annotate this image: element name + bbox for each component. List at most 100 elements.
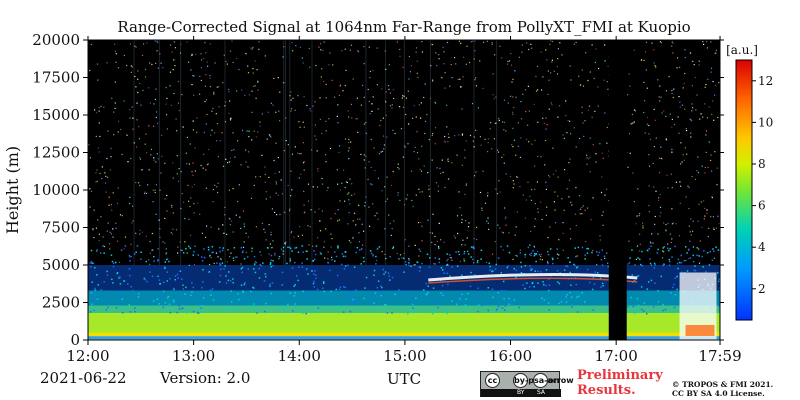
noise-speck — [584, 209, 586, 211]
bl-speck — [543, 283, 545, 286]
noise-speck — [458, 253, 460, 256]
noise-speck — [412, 205, 414, 208]
noise-speck — [604, 44, 606, 46]
bl-speck — [272, 264, 274, 267]
noise-speck — [264, 181, 266, 183]
colorbar-tick-label: 2 — [758, 282, 766, 296]
noise-speck — [232, 231, 234, 233]
noise-speck — [348, 158, 350, 160]
bl-speck — [540, 271, 542, 273]
noise-speck — [172, 228, 174, 230]
noise-speck — [414, 264, 416, 266]
noise-speck — [245, 161, 247, 163]
noise-speck — [176, 173, 178, 175]
bl-speck — [584, 258, 586, 260]
noise-speck — [464, 157, 466, 159]
noise-speck — [280, 248, 282, 250]
bl-speck — [382, 305, 384, 308]
noise-speck — [269, 135, 271, 137]
noise-speck — [89, 188, 91, 190]
bl-speck — [185, 310, 188, 313]
noise-speck — [594, 61, 596, 64]
noise-speck — [327, 258, 329, 260]
x-axis: 12:00 13:00 14:00 15:00 16:00 17:00 17:59 — [66, 36, 742, 365]
bl-speck — [637, 257, 639, 259]
noise-speck — [604, 194, 606, 196]
bl-speck — [489, 269, 491, 271]
noise-speck — [654, 64, 656, 67]
bl-speck — [513, 299, 516, 301]
noise-speck — [447, 141, 449, 143]
bl-speck — [520, 266, 523, 268]
bl-speck — [353, 301, 355, 304]
noise-speck — [318, 46, 320, 48]
bl-speck — [576, 311, 579, 313]
noise-speck — [562, 249, 564, 251]
bl-speck — [365, 276, 368, 279]
noise-speck — [592, 197, 594, 199]
noise-speck — [236, 90, 238, 92]
noise-speck — [219, 140, 221, 142]
noise-speck — [214, 132, 216, 134]
bl-speck — [294, 284, 296, 286]
noise-speck — [269, 196, 271, 198]
noise-speck — [416, 72, 418, 74]
bl-speck — [549, 248, 552, 250]
noise-speck — [210, 257, 212, 259]
noise-speck — [178, 180, 180, 182]
noise-speck — [712, 216, 714, 218]
noise-speck — [404, 146, 406, 148]
bl-speck — [463, 308, 465, 310]
noise-speck — [192, 75, 194, 77]
noise-speck — [465, 184, 467, 186]
noise-speck — [429, 195, 431, 197]
bl-speck — [376, 287, 378, 289]
noise-speck — [197, 202, 199, 204]
noise-speck — [563, 137, 565, 140]
noise-speck — [194, 147, 196, 149]
noise-speck — [251, 90, 253, 92]
noise-speck — [487, 222, 489, 224]
bl-speck — [701, 255, 703, 258]
bl-speck — [281, 284, 283, 286]
bl-speck — [153, 255, 155, 258]
bl-speck — [389, 256, 391, 258]
bl-speck — [294, 303, 296, 305]
noise-speck — [463, 56, 465, 58]
bl-speck — [565, 297, 567, 299]
noise-speck — [499, 191, 501, 193]
noise-speck — [397, 163, 399, 165]
noise-speck — [224, 214, 226, 216]
bl-speck — [662, 264, 664, 267]
colorbar-unit-label: [a.u.] — [726, 43, 758, 57]
bl-speck — [507, 265, 509, 267]
noise-speck — [607, 262, 609, 264]
noise-speck — [454, 135, 456, 137]
noise-speck — [199, 213, 201, 215]
bl-speck — [337, 306, 339, 309]
noise-speck — [135, 181, 137, 184]
noise-speck — [327, 187, 329, 189]
bl-speck — [334, 251, 336, 253]
bl-speck — [164, 302, 167, 304]
noise-speck — [348, 142, 350, 144]
cc-license-badge[interactable]: cc by-person sa-arrow BY SA — [480, 371, 574, 397]
bl-speck — [186, 312, 188, 314]
bl-speck — [209, 289, 212, 291]
noise-speck — [139, 158, 142, 160]
bl-speck — [547, 262, 549, 265]
noise-speck — [156, 40, 158, 42]
noise-speck — [152, 189, 154, 191]
noise-speck — [714, 53, 716, 55]
bl-speck — [315, 274, 317, 276]
bl-speck — [129, 274, 131, 277]
noise-speck — [702, 116, 704, 118]
bl-speck — [166, 296, 169, 299]
noise-speck — [629, 152, 631, 154]
noise-speck — [399, 48, 401, 51]
noise-speck — [243, 223, 245, 225]
bl-speck — [458, 296, 460, 298]
noise-speck — [90, 190, 93, 192]
bl-speck — [247, 268, 249, 270]
noise-speck — [545, 188, 547, 190]
